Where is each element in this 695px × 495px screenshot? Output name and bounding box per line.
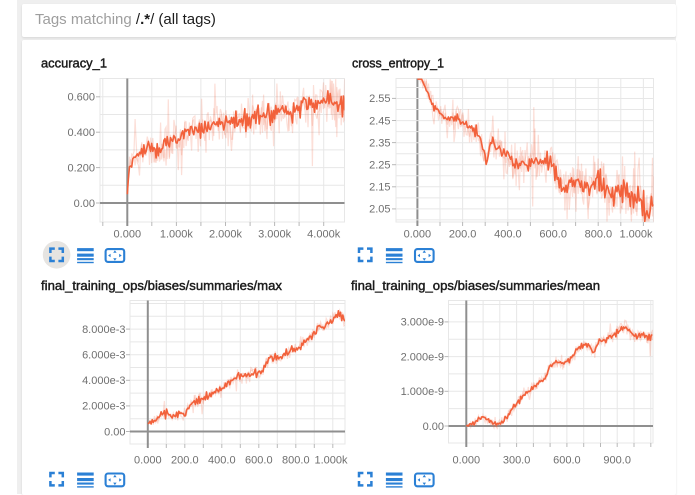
svg-text:6.000e-3: 6.000e-3 [82, 350, 125, 362]
svg-text:600.0: 600.0 [539, 228, 567, 240]
svg-text:final_training_ops/biases/summ: final_training_ops/biases/summaries/max [41, 278, 282, 293]
svg-text:2.25: 2.25 [369, 160, 390, 172]
svg-text:0.000: 0.000 [453, 454, 481, 466]
svg-text:2.45: 2.45 [369, 115, 390, 127]
svg-text:1.000k: 1.000k [160, 228, 194, 240]
svg-text:800.0: 800.0 [282, 454, 310, 466]
svg-text:8.000e-3: 8.000e-3 [82, 324, 125, 336]
svg-text:0.00: 0.00 [104, 426, 125, 438]
svg-text:0.600: 0.600 [67, 92, 95, 104]
svg-text:2.05: 2.05 [369, 204, 390, 216]
svg-text:3.000e-9: 3.000e-9 [401, 317, 444, 329]
svg-text:3.000k: 3.000k [258, 228, 292, 240]
svg-text:2.35: 2.35 [369, 137, 390, 149]
svg-text:0.200: 0.200 [67, 162, 95, 174]
svg-text:2.15: 2.15 [369, 182, 390, 194]
svg-text:0.00: 0.00 [423, 421, 444, 433]
svg-text:800.0: 800.0 [585, 228, 613, 240]
svg-text:accuracy_1: accuracy_1 [41, 56, 107, 71]
svg-text:1.000e-9: 1.000e-9 [401, 386, 444, 398]
svg-text:0.000: 0.000 [134, 454, 162, 466]
svg-text:2.000e-3: 2.000e-3 [82, 401, 125, 413]
svg-text:900.0: 900.0 [603, 454, 631, 466]
svg-text:1.000k: 1.000k [314, 454, 348, 466]
svg-text:final_training_ops/biases/summ: final_training_ops/biases/summaries/mean [351, 278, 600, 293]
svg-text:1.000k: 1.000k [619, 228, 653, 240]
svg-text:cross_entropy_1: cross_entropy_1 [352, 56, 444, 71]
svg-text:600.0: 600.0 [245, 454, 273, 466]
svg-text:2.55: 2.55 [369, 93, 390, 105]
svg-text:0.000: 0.000 [114, 228, 142, 240]
svg-text:0.00: 0.00 [74, 198, 95, 210]
svg-text:200.0: 200.0 [449, 228, 477, 240]
svg-text:0.000: 0.000 [404, 228, 432, 240]
svg-text:400.0: 400.0 [494, 228, 522, 240]
svg-text:4.000k: 4.000k [307, 228, 341, 240]
svg-text:4.000e-3: 4.000e-3 [82, 375, 125, 387]
svg-text:2.000e-9: 2.000e-9 [401, 351, 444, 363]
svg-text:0.400: 0.400 [67, 127, 95, 139]
svg-text:200.0: 200.0 [171, 454, 199, 466]
svg-text:600.0: 600.0 [553, 454, 581, 466]
svg-text:400.0: 400.0 [208, 454, 236, 466]
svg-text:300.0: 300.0 [503, 454, 531, 466]
svg-text:2.000k: 2.000k [209, 228, 243, 240]
